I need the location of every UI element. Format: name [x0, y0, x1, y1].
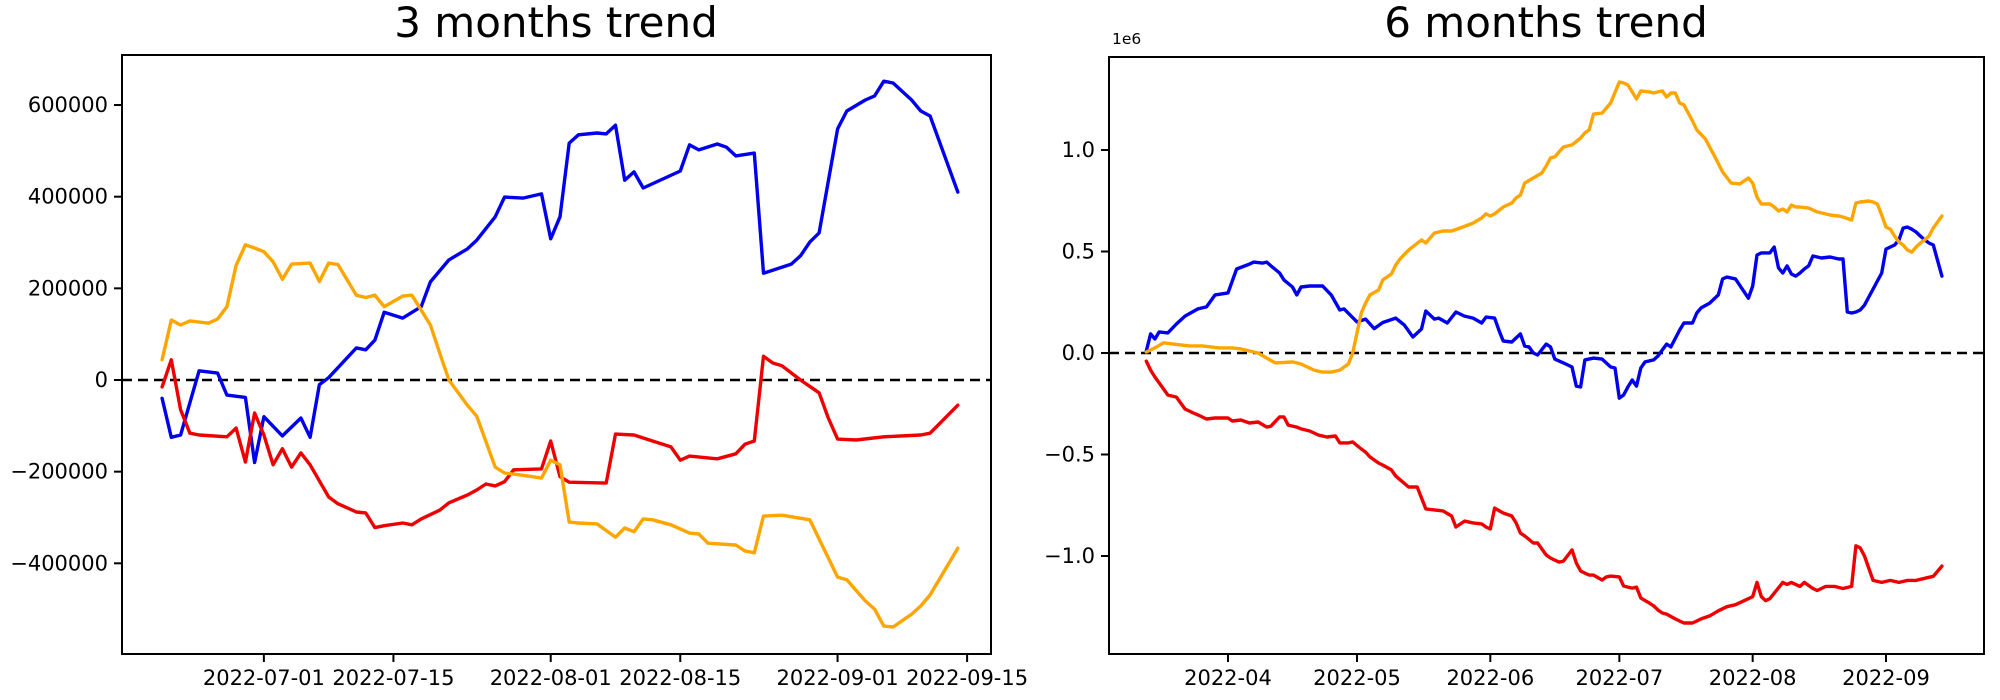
x-tick-label: 2022-09: [1842, 666, 1930, 690]
six-months-trend-series-red-line: [1144, 359, 1944, 625]
y-tick-label: 0.0: [1062, 341, 1095, 365]
three-months-trend-series-red-line: [160, 354, 960, 530]
y-tick-label: 1.0: [1062, 138, 1095, 162]
x-tick-label: 2022-07: [1575, 666, 1663, 690]
six-months-trend-plot: 2022-04 2022-05 2022-06 2022-07 2022-08 2022-…: [1044, 56, 1985, 690]
x-tick-label: 2022-07-15: [332, 666, 454, 690]
three-months-trend-plot: 2022-07-01 2022-07-15 2022-08-01 2022-08-15…: [10, 54, 1028, 690]
y-tick-label: 0.5: [1062, 239, 1095, 263]
x-tick-label: 2022-09-01: [777, 666, 899, 690]
y-tick-label: −200000: [10, 460, 108, 484]
y-tick-label: 200000: [28, 276, 108, 300]
y-tick-label: −400000: [10, 551, 108, 575]
x-tick-label: 2022-08-01: [490, 666, 612, 690]
six-months-trend-series-blue-line: [1144, 225, 1944, 400]
y-tick-label: −1.0: [1044, 544, 1095, 568]
y-tick-label: 400000: [28, 185, 108, 209]
y-tick-label: 600000: [28, 93, 108, 117]
right-chart-title: 6 months trend: [1384, 0, 1708, 47]
six-months-trend-series-orange-line: [1144, 80, 1944, 374]
x-tick-label: 2022-07-01: [203, 666, 325, 690]
three-months-trend-series-orange-line: [160, 243, 960, 629]
right-chart-axis-offset-label: 1e6: [1112, 30, 1142, 48]
y-tick-label: 0: [95, 368, 108, 392]
x-tick-label: 2022-08-15: [619, 666, 741, 690]
three-months-trend-series-blue-line: [160, 79, 960, 465]
y-tick-label: −0.5: [1044, 442, 1095, 466]
plot-border: [1108, 56, 1985, 655]
x-tick-label: 2022-05: [1313, 666, 1401, 690]
x-tick-label: 2022-06: [1446, 666, 1534, 690]
x-tick-label: 2022-08: [1709, 666, 1797, 690]
x-tick-label: 2022-04: [1184, 666, 1272, 690]
plot-border: [121, 54, 992, 655]
x-tick-label: 2022-09-15: [906, 666, 1028, 690]
left-chart-title: 3 months trend: [394, 0, 718, 47]
